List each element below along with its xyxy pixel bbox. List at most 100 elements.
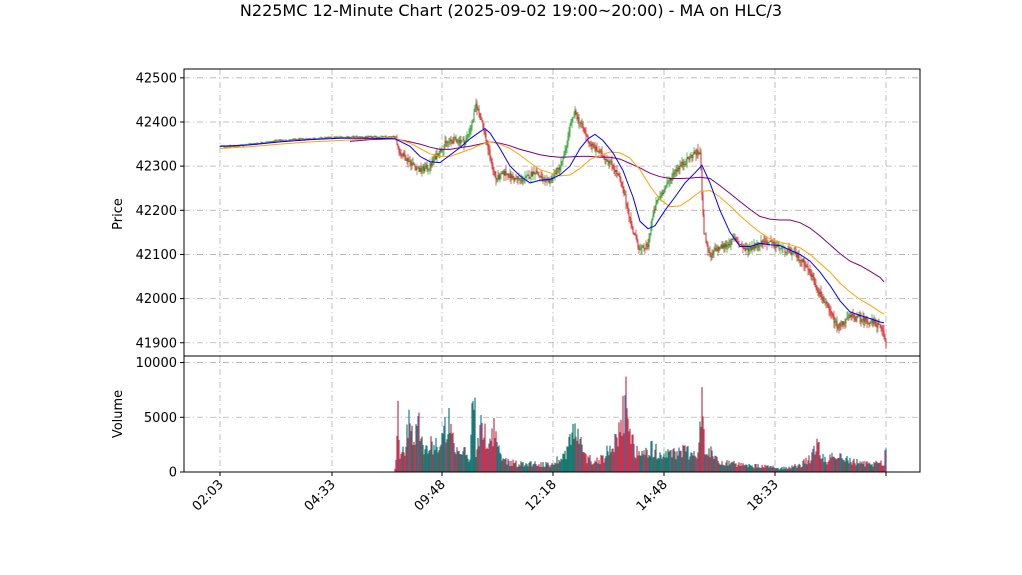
volume-bar xyxy=(470,434,472,472)
candle-body xyxy=(630,218,632,224)
candle-body xyxy=(611,160,613,166)
candle-body xyxy=(857,315,859,317)
candle-body xyxy=(519,178,521,180)
volume-bar xyxy=(668,451,670,472)
volume-bar xyxy=(622,395,624,472)
volume-bar xyxy=(424,449,426,472)
volume-bar xyxy=(630,443,632,472)
volume-bar xyxy=(804,463,806,472)
volume-bar xyxy=(441,432,443,472)
volume-bar xyxy=(568,436,570,472)
volume-bar xyxy=(653,456,655,472)
volume-bar xyxy=(459,454,461,472)
candle-body xyxy=(602,155,604,157)
candle-body xyxy=(593,145,595,147)
candle-body xyxy=(594,146,596,151)
candle-body xyxy=(837,327,839,329)
volume-bar xyxy=(706,454,708,472)
volume-bar xyxy=(416,425,418,472)
candle-body xyxy=(623,188,625,195)
volume-bar xyxy=(629,428,631,472)
volume-bar xyxy=(752,467,754,472)
volume-bar xyxy=(467,458,469,472)
candle-body xyxy=(293,139,295,141)
candle-body xyxy=(356,136,358,138)
candle-body xyxy=(438,154,440,156)
candle-body xyxy=(641,246,643,249)
volume-bar xyxy=(683,446,685,472)
candle-body xyxy=(243,145,245,147)
volume-bar xyxy=(723,465,725,472)
volume-bar xyxy=(820,459,822,472)
candle-body xyxy=(732,238,734,240)
volume-bar xyxy=(571,432,573,472)
volume-bar xyxy=(635,458,637,472)
candle-body xyxy=(884,335,886,340)
candle-body xyxy=(388,136,390,138)
candle-body xyxy=(383,136,385,138)
volume-bar xyxy=(618,422,620,472)
volume-bar xyxy=(582,452,584,472)
candle-body xyxy=(353,136,355,138)
volume-bar xyxy=(701,387,703,472)
volume-bar xyxy=(870,464,872,472)
candle-body xyxy=(865,317,867,321)
volume-bar xyxy=(841,458,843,472)
volume-bar xyxy=(607,451,609,472)
candle-body xyxy=(645,243,647,249)
candle-body xyxy=(613,168,615,170)
volume-bar xyxy=(398,440,400,472)
candle-body xyxy=(836,320,838,328)
volume-bar xyxy=(611,448,613,472)
volume-bar xyxy=(533,463,535,472)
volume-bar xyxy=(437,452,439,472)
volume-bar xyxy=(573,438,575,472)
candle-body xyxy=(403,153,405,157)
candle-body xyxy=(410,161,412,166)
candle-body xyxy=(872,320,874,324)
candle-body xyxy=(629,216,631,219)
candle-body xyxy=(326,137,328,139)
candle-body xyxy=(309,138,311,140)
volume-bar xyxy=(856,459,858,472)
candle-body xyxy=(745,247,747,251)
volume-bar xyxy=(703,428,705,472)
candle-body xyxy=(355,136,357,138)
candle-body xyxy=(661,192,663,197)
volume-bar xyxy=(432,454,434,472)
candle-body xyxy=(620,180,622,183)
volume-bar xyxy=(641,450,643,472)
candle-body xyxy=(378,137,380,139)
volume-bar xyxy=(815,451,817,472)
volume-bar xyxy=(693,451,695,472)
volume-bar xyxy=(455,454,457,472)
volume-bar xyxy=(631,434,633,472)
volume-bar xyxy=(823,462,825,472)
candle-body xyxy=(458,139,460,143)
volume-bar xyxy=(540,462,542,472)
candle-body xyxy=(379,137,381,139)
volume-bar xyxy=(506,464,508,472)
candle-body xyxy=(376,137,378,139)
candle-body xyxy=(284,139,286,141)
candle-body xyxy=(805,266,807,268)
candle-body xyxy=(360,136,362,138)
candle-body xyxy=(580,122,582,124)
volume-bar xyxy=(858,463,860,472)
volume-bar xyxy=(583,451,585,472)
candle-body xyxy=(616,170,618,174)
candle-body xyxy=(742,247,744,249)
volume-bar xyxy=(761,464,763,472)
volume-bar xyxy=(719,464,721,472)
candle-body xyxy=(230,146,232,148)
volume-bar xyxy=(435,437,437,472)
candle-body xyxy=(775,245,777,248)
candle-body xyxy=(556,168,558,175)
candle-body xyxy=(281,140,283,142)
candle-body xyxy=(506,173,508,175)
volume-bar xyxy=(537,465,539,472)
candle-body xyxy=(391,136,393,138)
candle-body xyxy=(780,248,782,250)
volume-bar xyxy=(842,459,844,472)
candle-body xyxy=(779,248,781,250)
